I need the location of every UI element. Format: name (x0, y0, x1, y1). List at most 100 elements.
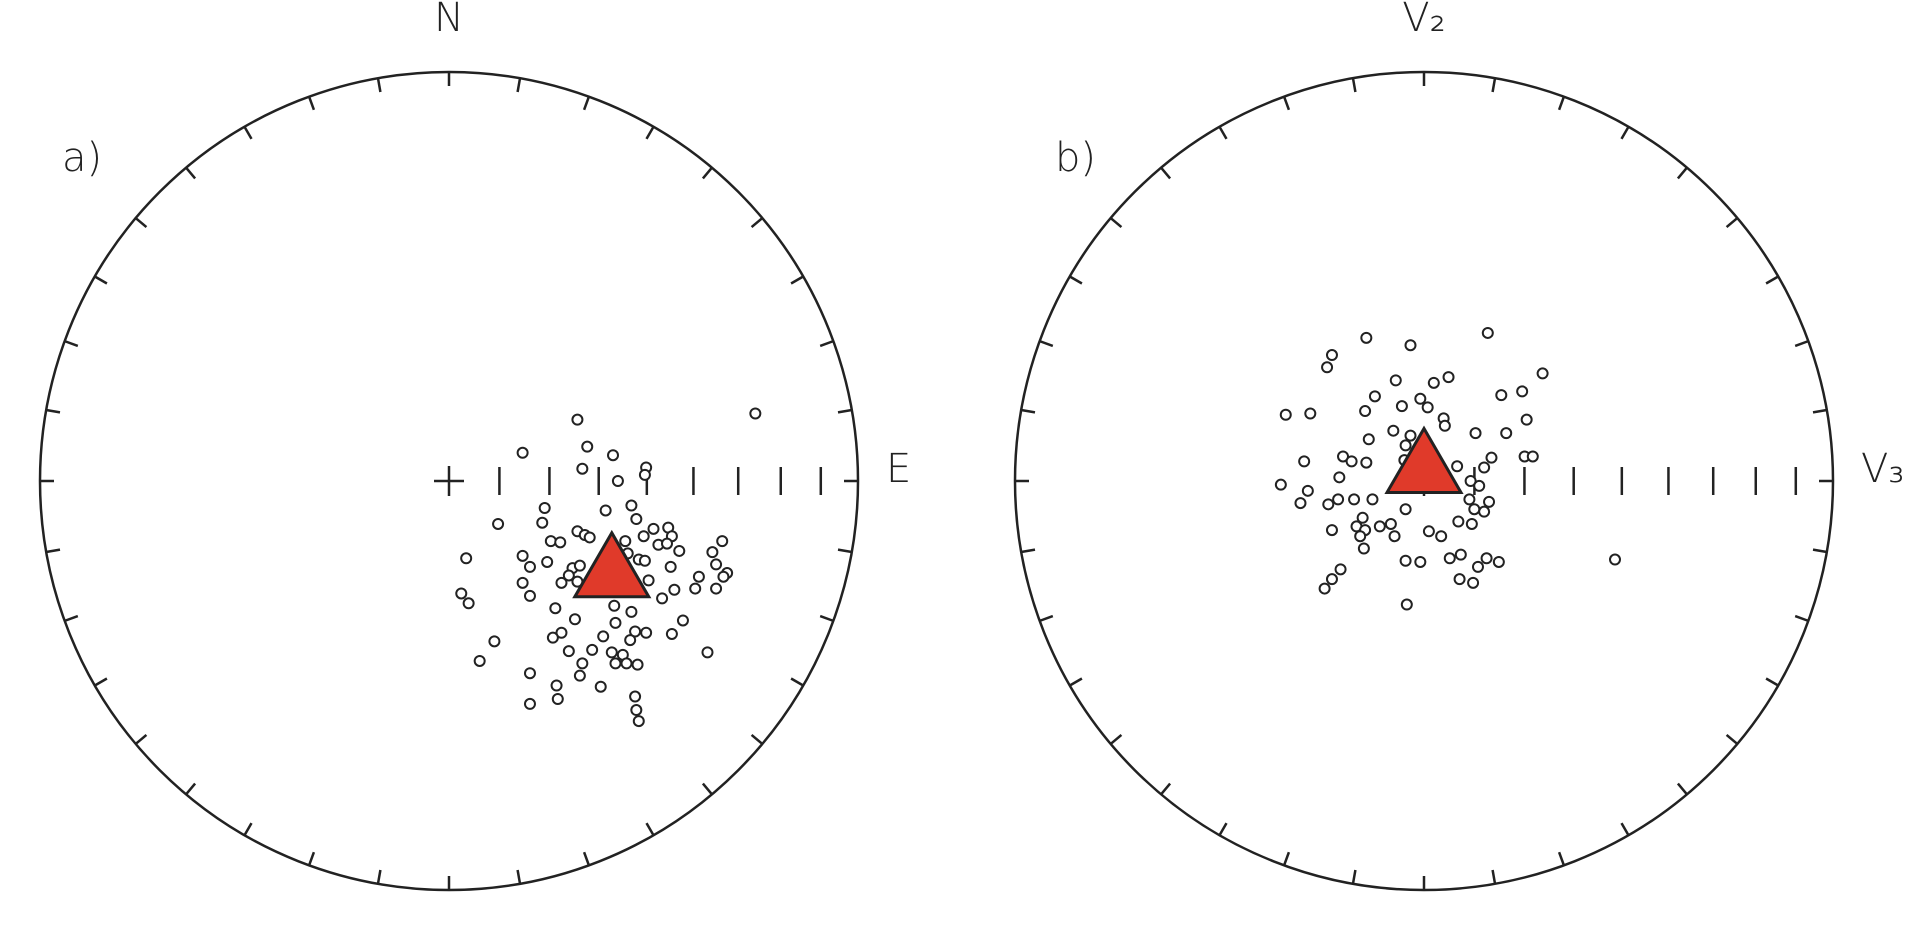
data-point (706, 546, 719, 559)
azimuth-tick (1218, 822, 1228, 836)
azimuth-tick (1039, 614, 1054, 623)
data-point (1414, 555, 1427, 568)
azimuth-tick (819, 339, 834, 348)
data-point (1442, 371, 1455, 384)
data-point (1395, 400, 1408, 413)
azimuth-tick (1218, 126, 1228, 140)
data-point (619, 535, 632, 548)
data-point (673, 544, 686, 557)
azimuth-tick (1491, 869, 1497, 885)
data-point (460, 552, 473, 565)
data-point (1337, 450, 1350, 463)
data-point (546, 631, 559, 644)
data-point (1468, 503, 1481, 516)
data-point (716, 535, 729, 548)
azimuth-tick (307, 96, 316, 111)
data-point (568, 613, 581, 626)
data-point (1451, 460, 1464, 473)
data-point (1481, 326, 1494, 339)
data-point (1536, 367, 1549, 380)
azimuth-tick (376, 869, 382, 885)
data-point (1388, 530, 1401, 543)
data-point (1399, 503, 1412, 516)
azimuth-tick (1282, 851, 1291, 866)
azimuth-tick (1020, 548, 1036, 554)
data-point (571, 413, 584, 426)
data-point (523, 697, 536, 710)
data-point (1368, 390, 1381, 403)
data-point (1516, 385, 1529, 398)
azimuth-tick (1160, 782, 1172, 796)
data-point (692, 570, 705, 583)
data-point (1467, 576, 1480, 589)
azimuth-tick (1351, 77, 1357, 93)
data-point (1294, 497, 1307, 510)
data-point (1520, 413, 1533, 426)
azimuth-tick (1794, 339, 1809, 348)
data-point (1492, 555, 1505, 568)
data-point (581, 440, 594, 453)
data-point (1334, 563, 1347, 576)
data-point (1373, 520, 1386, 533)
data-point (710, 582, 723, 595)
data-point (638, 554, 651, 567)
data-point (455, 587, 468, 600)
data-point (625, 605, 638, 618)
data-point (1399, 554, 1412, 567)
data-point (1356, 511, 1369, 524)
data-point (1387, 424, 1400, 437)
azimuth-tick (1676, 166, 1688, 180)
data-point (642, 574, 655, 587)
data-point (609, 657, 622, 670)
data-point (1422, 525, 1435, 538)
data-point (668, 583, 681, 596)
data-point (1400, 598, 1413, 611)
data-point (710, 558, 723, 571)
data-point (1279, 408, 1292, 421)
azimuth-tick (1109, 733, 1123, 745)
data-point (607, 449, 620, 462)
azimuth-tick (185, 782, 197, 796)
data-point (605, 646, 618, 659)
data-point (586, 643, 599, 656)
data-point (1478, 461, 1491, 474)
data-point (1332, 493, 1345, 506)
azimuth-tick (1765, 275, 1779, 285)
azimuth-tick (1351, 869, 1357, 885)
data-point (632, 715, 645, 728)
data-point (630, 704, 643, 717)
azimuth-tick (1069, 677, 1083, 687)
azimuth-tick (64, 614, 79, 623)
data-point (1464, 475, 1477, 487)
azimuth-tick (1725, 217, 1739, 229)
data-point (676, 614, 689, 627)
data-point (1465, 517, 1478, 530)
data-point (554, 536, 567, 549)
data-point (1495, 389, 1508, 402)
data-point (573, 669, 586, 682)
data-point (555, 626, 568, 639)
data-point (562, 569, 575, 582)
east-label: V₃ (1861, 446, 1904, 492)
data-point (1325, 349, 1338, 362)
data-point (1360, 456, 1373, 469)
data-point (523, 589, 536, 602)
data-point (1345, 455, 1358, 468)
mean-triangle (1384, 425, 1464, 495)
azimuth-tick (307, 851, 316, 866)
data-point (1463, 493, 1476, 506)
azimuth-tick (837, 408, 853, 414)
azimuth-tick (64, 339, 79, 348)
data-point (594, 680, 607, 693)
data-point (656, 592, 669, 605)
data-point (630, 513, 643, 526)
azimuth-tick (1069, 275, 1083, 285)
data-point (488, 635, 501, 648)
data-point (1325, 573, 1338, 586)
data-point (523, 667, 536, 680)
north-label: V₂ (1402, 0, 1445, 41)
data-point (620, 657, 633, 670)
data-point (573, 559, 586, 572)
data-point (1360, 331, 1373, 344)
azimuth-tick (1160, 166, 1172, 180)
